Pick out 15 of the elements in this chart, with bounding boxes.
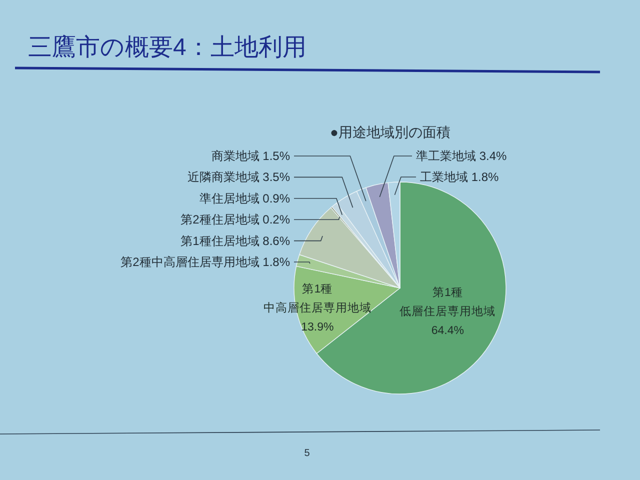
chart-subtitle: ●用途地域別の面積 (330, 124, 450, 140)
slice-label: 近隣商業地域 3.5% (187, 170, 290, 184)
slice-label: 第1種中高層住居専用地域 (263, 282, 372, 314)
chart-title: 三鷹市の概要4：土地利用 (28, 34, 306, 61)
slice-label: 第1種住居地域 8.6% (180, 234, 290, 248)
data-label: 13.9% (301, 321, 334, 334)
slice-label: 第2種中高層住居専用地域 1.8% (120, 255, 290, 269)
slice-label: 準工業地域 3.4% (416, 149, 508, 163)
slice-label: 準住居地域 0.9% (199, 191, 290, 206)
slice-label: 第2種住居地域 0.2% (180, 212, 290, 227)
data-label: 64.4% (431, 325, 464, 338)
slice-label: 第1種低層住居専用地域 (400, 286, 496, 318)
slice-label: 工業地域 1.8% (420, 170, 500, 184)
page-number: 5 (304, 448, 310, 459)
slice-label: 商業地域 1.5% (211, 149, 290, 163)
